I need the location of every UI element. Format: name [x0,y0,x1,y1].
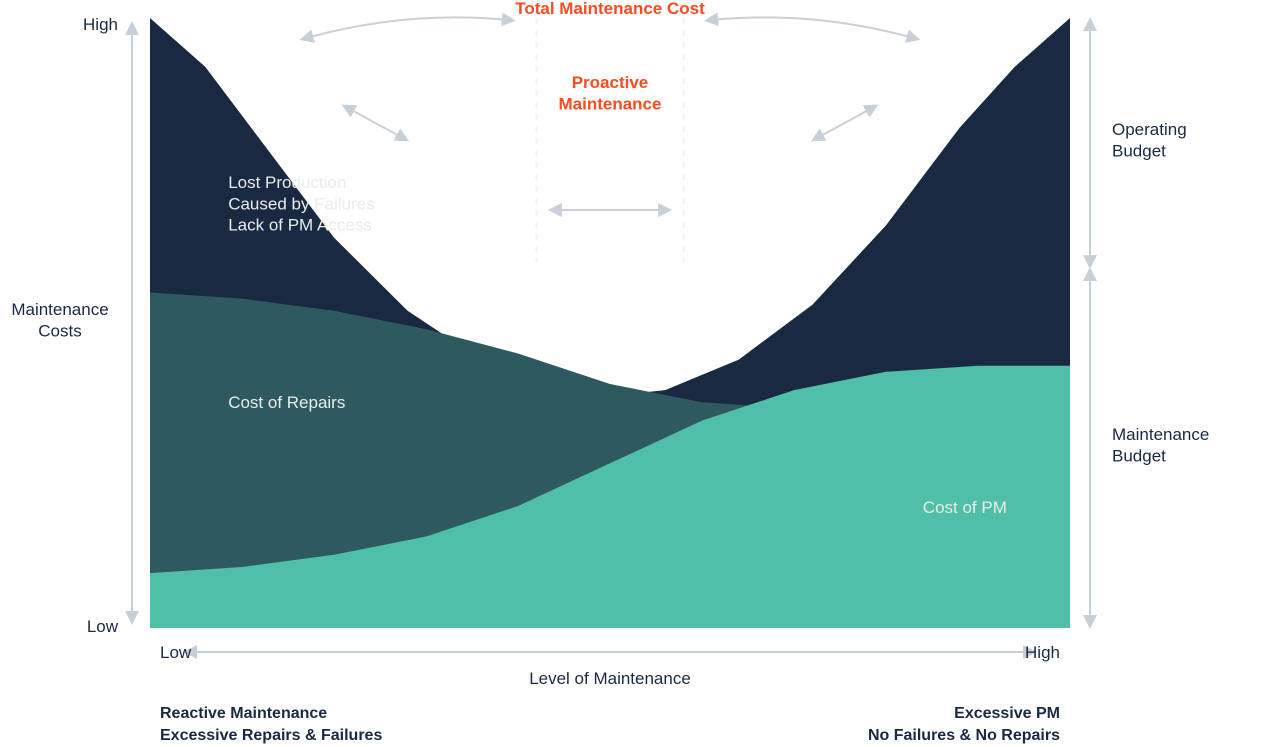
marker-c-arrow [817,108,872,138]
x-axis-high: High [1025,643,1060,662]
proactive-maintenance-label: ProactiveMaintenance [559,73,662,113]
caption-excessive-1: Excessive PM [954,705,1060,722]
y-axis-low: Low [87,617,119,636]
x-axis-low: Low [160,643,192,662]
caption-reactive-1: Reactive Maintenance [160,705,327,722]
y-axis-label: MaintenanceCosts [11,300,108,340]
label-cost-of-pm: Cost of PM [923,498,1007,517]
marker-b: B [605,180,616,197]
title-arrow-left [306,17,508,38]
maintenance-budget-label: MaintenanceBudget [1112,425,1209,465]
total-maintenance-cost-title: Total Maintenance Cost [515,0,705,18]
operating-budget-label: OperatingBudget [1112,120,1187,160]
label-lost-production: Lost ProductionCaused by FailuresLack of… [228,173,374,235]
marker-a: A [370,85,381,102]
caption-excessive-2: No Failures & No Repairs [868,727,1060,744]
label-cost-of-repairs: Cost of Repairs [228,393,345,412]
x-axis-label: Level of Maintenance [529,669,691,688]
marker-c: C [839,85,851,102]
chart-svg: ProactiveMaintenance Total Maintenance Co… [0,0,1272,747]
y-axis-high: High [83,15,118,34]
maintenance-cost-chart: ProactiveMaintenance Total Maintenance Co… [0,0,1272,747]
caption-reactive-2: Excessive Repairs & Failures [160,727,382,744]
title-arrow-right [711,17,913,38]
marker-a-arrow [348,108,403,138]
